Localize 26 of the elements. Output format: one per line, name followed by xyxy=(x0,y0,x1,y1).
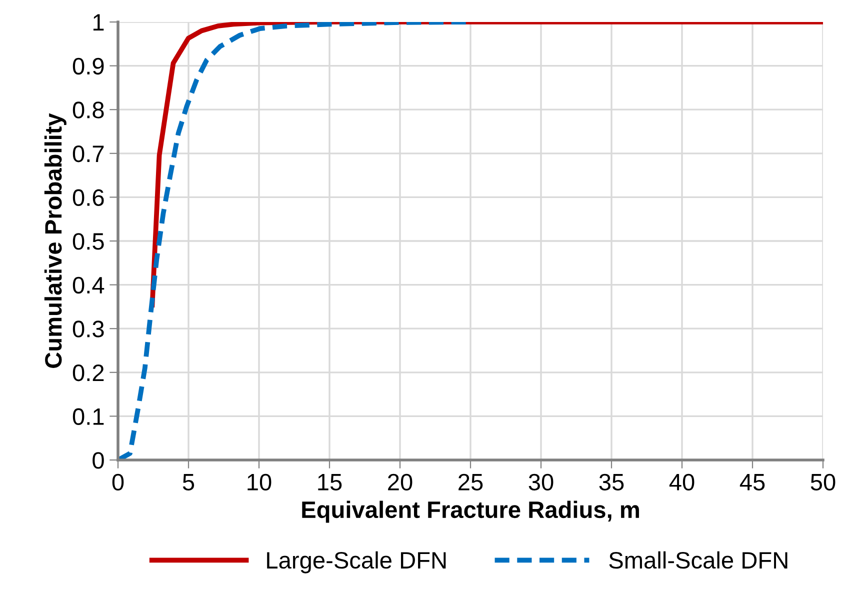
y-tick-label: 0.1 xyxy=(72,408,104,425)
y-tick-label: 0.7 xyxy=(72,145,104,162)
x-tick-label: 25 xyxy=(458,474,483,491)
y-tick-label: 0.4 xyxy=(72,276,104,294)
y-tick-label: 0.3 xyxy=(72,320,104,338)
y-tick-label: 0.2 xyxy=(72,364,104,382)
x-tick-label: 30 xyxy=(528,474,554,491)
y-tick-label: 0.6 xyxy=(72,189,104,206)
y-axis-title: Cumulative Probability xyxy=(44,113,66,368)
legend-label: Small-Scale DFN xyxy=(609,551,788,569)
legend-label: Large-Scale DFN xyxy=(267,551,446,574)
y-tick-label: 0.8 xyxy=(72,102,104,118)
x-tick-label: 20 xyxy=(388,474,412,491)
x-tick-label: 45 xyxy=(740,474,765,491)
x-tick-label: 15 xyxy=(318,474,342,491)
y-tick-label: 1 xyxy=(93,14,104,31)
y-tick-label: 0.9 xyxy=(72,58,104,75)
x-axis-title: Equivalent Fracture Radius, m xyxy=(302,500,639,523)
y-tick-label: 0.5 xyxy=(72,233,104,250)
x-tick-label: 40 xyxy=(669,474,694,491)
x-tick-label: 10 xyxy=(248,474,272,491)
x-tick-label: 0 xyxy=(112,474,124,491)
x-tick-label: 35 xyxy=(599,474,624,491)
y-tick-label: 0 xyxy=(92,452,104,469)
x-tick-label: 50 xyxy=(810,474,836,491)
x-tick-label: 5 xyxy=(182,474,194,491)
